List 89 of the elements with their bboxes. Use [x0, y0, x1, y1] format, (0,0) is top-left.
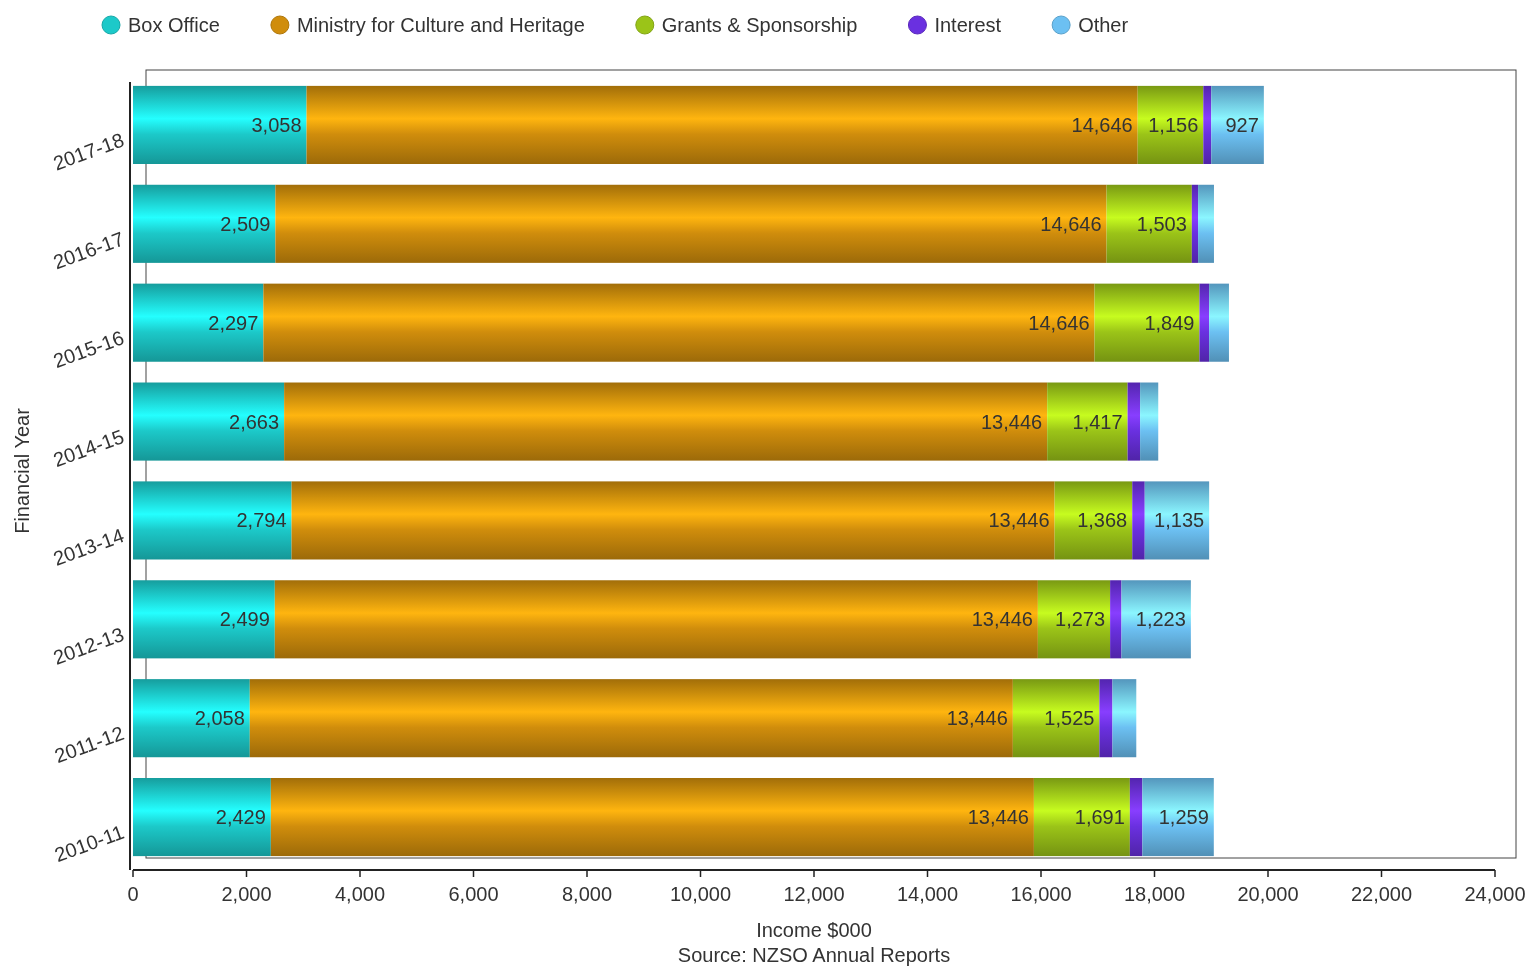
data-label: 1,273	[1055, 608, 1106, 631]
bar	[1191, 184, 1199, 263]
bar	[249, 679, 1013, 758]
bar	[263, 283, 1095, 362]
legend-label: Interest	[934, 14, 1002, 36]
bar	[1012, 679, 1100, 758]
data-label: 3,058	[251, 113, 302, 136]
data-label: 14,646	[1040, 212, 1102, 235]
x-tick-label: 16,000	[1010, 883, 1072, 905]
bar	[1211, 85, 1264, 164]
data-label: 1,503	[1136, 212, 1187, 235]
bar	[133, 382, 285, 461]
bar	[1142, 778, 1214, 857]
bar	[1106, 184, 1192, 263]
x-tick-label: 12,000	[783, 883, 845, 905]
x-tick-label: 0	[127, 883, 139, 905]
data-label: 13,446	[946, 707, 1008, 730]
bar	[1112, 679, 1137, 758]
data-label: 13,446	[981, 410, 1043, 433]
data-label: 1,223	[1135, 608, 1186, 631]
data-label: 1,849	[1144, 311, 1195, 334]
legend-label: Other	[1078, 14, 1129, 36]
data-label: 1,259	[1158, 806, 1209, 829]
data-label: 2,297	[208, 311, 259, 334]
bar	[306, 85, 1138, 164]
bar	[1094, 283, 1200, 362]
bar	[1047, 382, 1128, 461]
bar	[133, 184, 276, 263]
x-tick-label: 18,000	[1123, 883, 1186, 905]
bar	[1198, 184, 1214, 263]
bar	[1140, 382, 1159, 461]
data-label: 1,135	[1154, 509, 1205, 532]
bar	[275, 184, 1107, 263]
legend-label: Ministry for Culture and Heritage	[296, 14, 585, 36]
x-tick-label: 2,000	[221, 883, 272, 905]
x-tick-label: 14,000	[896, 883, 959, 905]
x-tick-label: 24,000	[1464, 883, 1526, 905]
bar	[1037, 580, 1111, 659]
bar	[133, 679, 250, 758]
bar	[291, 481, 1055, 560]
bar	[1110, 580, 1122, 659]
legend-label: Box Office	[128, 14, 220, 36]
data-label: 2,663	[229, 410, 280, 433]
bar	[1033, 778, 1130, 857]
bar	[1199, 283, 1210, 362]
data-label: 2,509	[220, 212, 271, 235]
x-tick-label: 8,000	[561, 883, 613, 905]
bar	[1137, 85, 1204, 164]
bar	[133, 481, 292, 560]
bar	[133, 580, 275, 659]
bar	[1129, 778, 1143, 857]
bar	[133, 778, 271, 857]
bar	[274, 580, 1038, 659]
data-label: 1,691	[1074, 806, 1125, 829]
x-tick-label: 6,000	[448, 883, 499, 905]
y-axis-title: Financial Year	[11, 407, 33, 534]
bar	[1209, 283, 1229, 362]
data-label: 2,794	[236, 509, 287, 532]
bar	[1127, 382, 1141, 461]
bar	[1121, 580, 1191, 659]
data-label: 2,429	[215, 806, 266, 829]
data-label: 13,446	[967, 806, 1029, 829]
x-tick-label: 4,000	[334, 883, 386, 905]
data-label: 14,646	[1071, 113, 1133, 136]
bar	[270, 778, 1034, 857]
x-tick-label: 20,000	[1237, 883, 1299, 905]
bar	[1054, 481, 1133, 560]
x-tick-label: 22,000	[1350, 883, 1413, 905]
bar	[1203, 85, 1212, 164]
legend-label: Grants & Sponsorship	[661, 14, 858, 36]
data-label: 2,058	[194, 707, 245, 730]
data-label: 927	[1225, 113, 1259, 136]
bar	[1144, 481, 1210, 560]
bar	[1099, 679, 1113, 758]
x-tick-label: 10,000	[669, 883, 732, 905]
bar	[1132, 481, 1145, 560]
bar	[284, 382, 1048, 461]
bar	[133, 283, 264, 362]
data-label: 13,446	[988, 509, 1050, 532]
x-axis-title: Income $000	[756, 919, 872, 941]
bar	[133, 85, 307, 164]
data-label: 1,417	[1072, 410, 1123, 433]
data-label: 2,499	[219, 608, 270, 631]
data-label: 1,368	[1077, 509, 1128, 532]
data-label: 1,525	[1044, 707, 1095, 730]
source-note: Source: NZSO Annual Reports	[677, 944, 951, 966]
data-label: 1,156	[1148, 113, 1199, 136]
data-label: 14,646	[1028, 311, 1090, 334]
data-label: 13,446	[971, 608, 1033, 631]
